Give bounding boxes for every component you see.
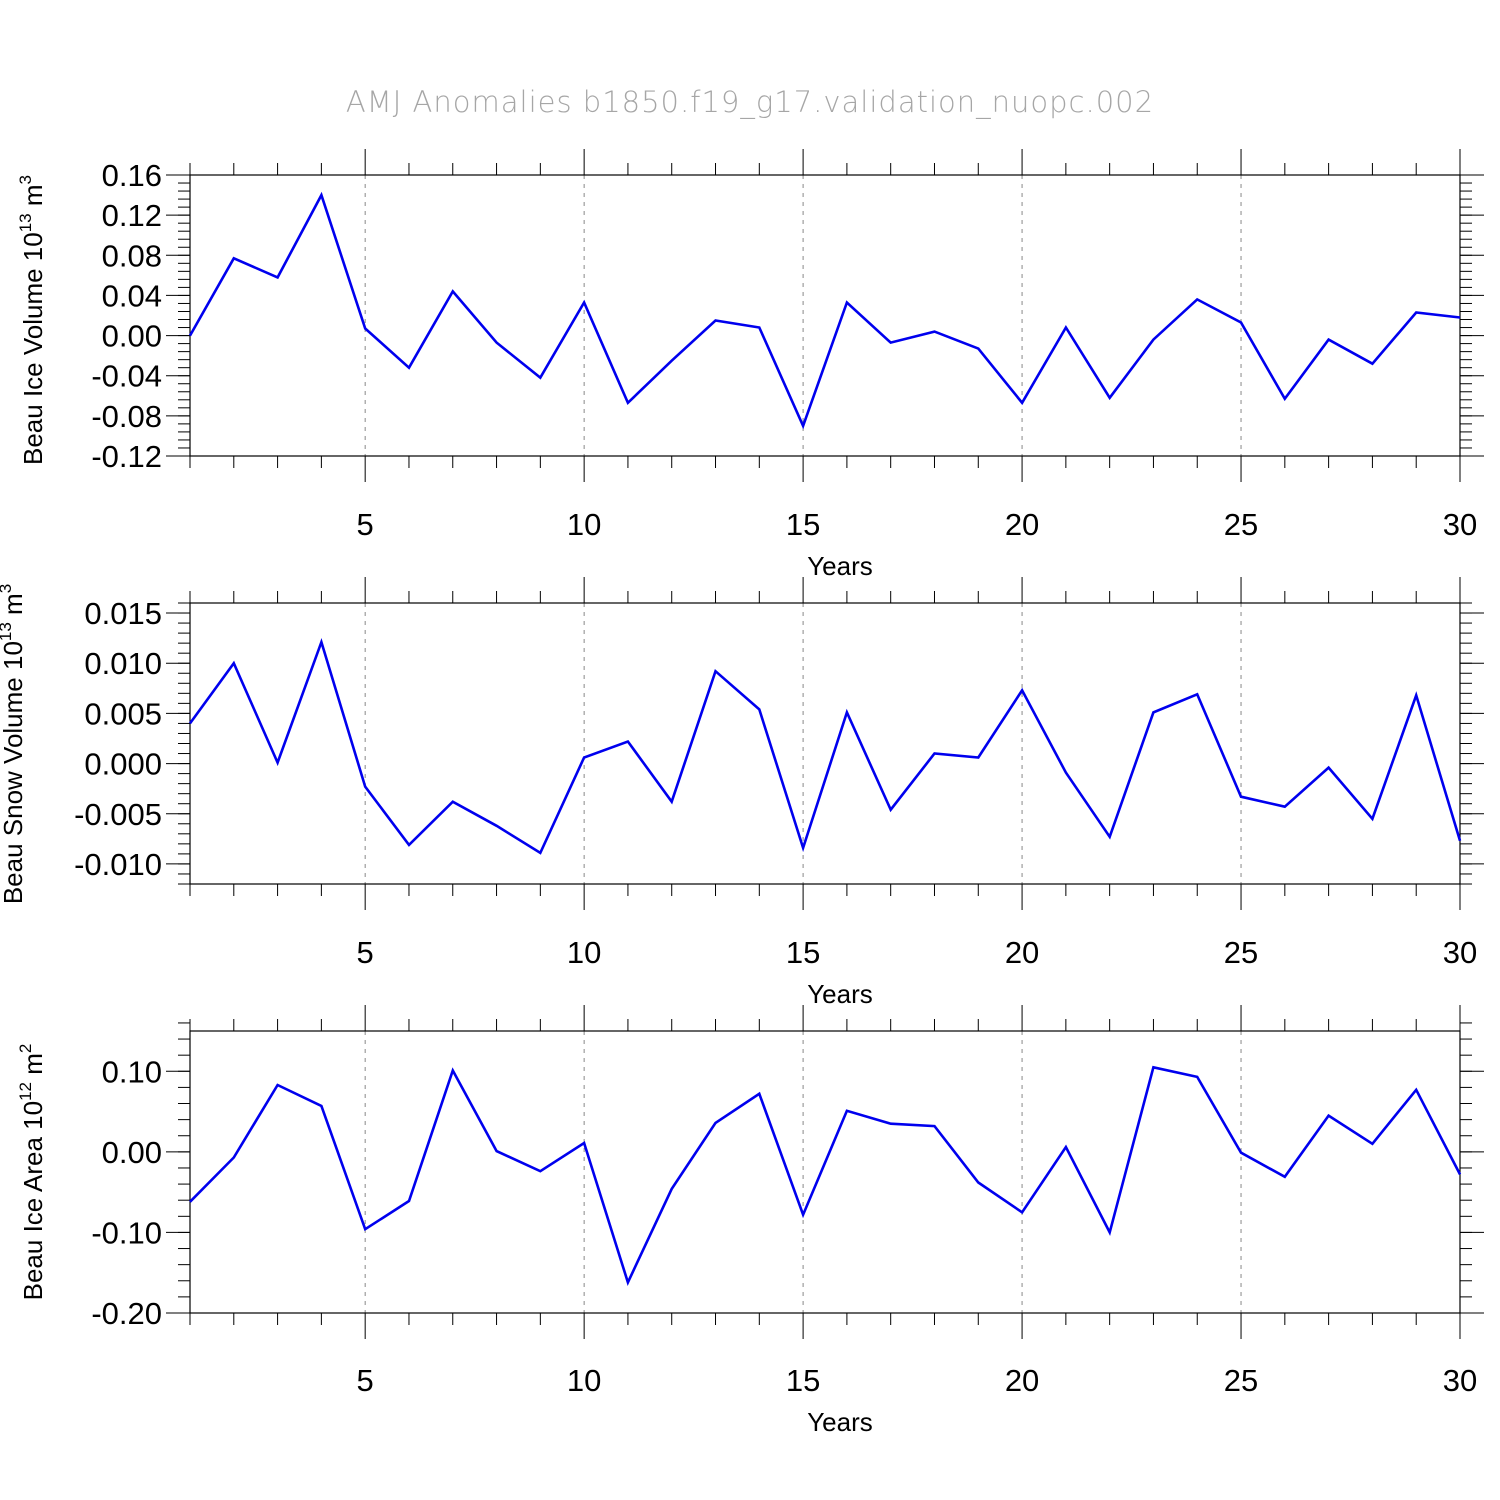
y-tick-label: 0.005 [84, 696, 162, 731]
x-tick-label: 30 [1443, 1363, 1477, 1398]
x-tick-label: 15 [786, 1363, 820, 1398]
x-axis-label: Years [807, 551, 873, 581]
plot-frame [189, 602, 1461, 885]
y-tick-label: 0.12 [102, 198, 162, 233]
y-tick-label: 0.00 [102, 319, 162, 354]
x-tick-label: 25 [1224, 935, 1258, 970]
x-axis-label: Years [807, 1407, 873, 1437]
y-tick-label: 0.00 [102, 1135, 162, 1170]
x-tick-label: 5 [357, 507, 374, 542]
y-tick-label: 0.08 [102, 238, 162, 273]
y-tick-label: 0.04 [102, 278, 162, 313]
figure-title: AMJ Anomalies b1850.f19_g17.validation_n… [346, 85, 1154, 120]
x-tick-label: 25 [1224, 507, 1258, 542]
y-tick-label: 0.10 [102, 1054, 162, 1089]
y-axis-label: Beau Ice Volume 1013 m3 [16, 175, 48, 465]
x-tick-label: 10 [567, 1363, 601, 1398]
x-tick-label: 5 [357, 1363, 374, 1398]
x-tick-label: 15 [786, 507, 820, 542]
panel-1: -0.12 -0.08 -0.04 0.00 0.04 0.08 0.12 0.16 5 10 15… [16, 149, 1484, 581]
y-axis-label: Beau Snow Volume 1013 m3 [0, 584, 28, 904]
y-tick-label: -0.010 [74, 847, 162, 882]
panel-3: -0.20 -0.10 0.00 0.10 5 10 15 20 25 30 Years Beau I… [16, 1005, 1484, 1437]
y-tick-label: 0.16 [102, 158, 162, 193]
series-line [189, 1065, 1462, 1286]
y-tick-label: 0.015 [84, 596, 162, 631]
y-axis-label: Beau Ice Area 1012 m2 [16, 1044, 48, 1301]
x-tick-label: 20 [1005, 1363, 1039, 1398]
x-tick-label: 15 [786, 935, 820, 970]
y-tick-label: -0.08 [91, 399, 162, 434]
panel-2: -0.010 -0.005 0.000 0.005 0.010 0.015 5 10 15 20 2… [0, 577, 1484, 1009]
y-tick-label: -0.005 [74, 797, 162, 832]
y-tick-label: -0.10 [91, 1215, 162, 1250]
y-tick-label: -0.20 [91, 1296, 162, 1331]
x-tick-label: 20 [1005, 935, 1039, 970]
x-tick-label: 10 [567, 507, 601, 542]
y-tick-label: 0.010 [84, 646, 162, 681]
x-tick-label: 5 [357, 935, 374, 970]
panels: -0.12 -0.08 -0.04 0.00 0.04 0.08 0.12 0.16 5 10 15… [0, 149, 1484, 1437]
x-tick-label: 30 [1443, 935, 1477, 970]
series-line [188, 191, 1461, 430]
y-tick-label: -0.04 [91, 359, 162, 394]
x-axis-label: Years [807, 979, 873, 1009]
y-tick-label: 0.000 [84, 747, 162, 782]
plot-frame [189, 174, 1461, 457]
x-tick-label: 20 [1005, 507, 1039, 542]
series-line [188, 637, 1462, 855]
x-tick-label: 25 [1224, 1363, 1258, 1398]
plot-frame [189, 1030, 1461, 1314]
x-tick-label: 30 [1443, 507, 1477, 542]
y-tick-label: -0.12 [91, 439, 162, 474]
x-tick-label: 10 [567, 935, 601, 970]
